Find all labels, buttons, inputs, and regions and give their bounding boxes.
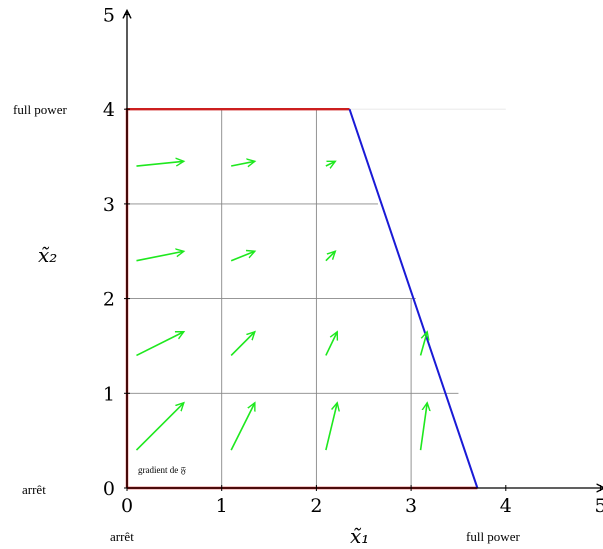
gradient-arrow-10 (419, 332, 428, 356)
x-tick-label: 5 (594, 495, 603, 517)
gradient-arrow-4 (136, 251, 183, 262)
x-tick-label: 1 (216, 495, 228, 517)
x-tick-label: 3 (405, 495, 417, 517)
gradient-arrow-1 (136, 161, 183, 167)
x-tick-label: 2 (310, 495, 322, 517)
y-tick-label: 5 (103, 5, 115, 27)
gradient-arrow-6 (325, 251, 335, 262)
gradient-arrows (135, 160, 428, 451)
gradient-arrow-5 (230, 251, 255, 262)
axes (127, 11, 603, 489)
y-bottom-label: arrêt (22, 482, 46, 497)
gradient-arrow-9 (325, 332, 337, 356)
x-right-label: full power (466, 529, 520, 544)
gradient-arrow-12 (230, 403, 256, 451)
y-axis-title: x̃₂ (38, 243, 57, 267)
gradient-arrow-11 (135, 403, 183, 451)
y-tick-label: 0 (103, 478, 115, 500)
blue-limit-line (348, 108, 479, 489)
gradient-arrow-7 (136, 331, 183, 357)
gradient-arrow-14 (419, 403, 428, 451)
gradient-arrow-3 (325, 160, 335, 166)
y-tick-label: 2 (103, 289, 115, 311)
gradient-label: gradient de 𝔉 (138, 465, 186, 475)
y-tick-label: 1 (103, 383, 115, 405)
tick-labels: 0 1 2 3 4 5 0 1 2 3 4 5 (103, 5, 603, 518)
x-tick-label: 4 (500, 495, 512, 517)
y-tick-label: 3 (103, 194, 115, 216)
grid-lines (127, 108, 506, 488)
x-left-label: arrêt (110, 529, 134, 544)
y-tick-label: 4 (103, 99, 115, 121)
y-top-label: full power (13, 102, 67, 117)
gradient-arrow-2 (231, 161, 255, 166)
x-tick-label: 0 (121, 495, 133, 517)
gradient-arrow-13 (325, 403, 337, 451)
x-axis-title: x̃₁ (350, 524, 369, 548)
gradient-arrow-8 (230, 332, 255, 356)
